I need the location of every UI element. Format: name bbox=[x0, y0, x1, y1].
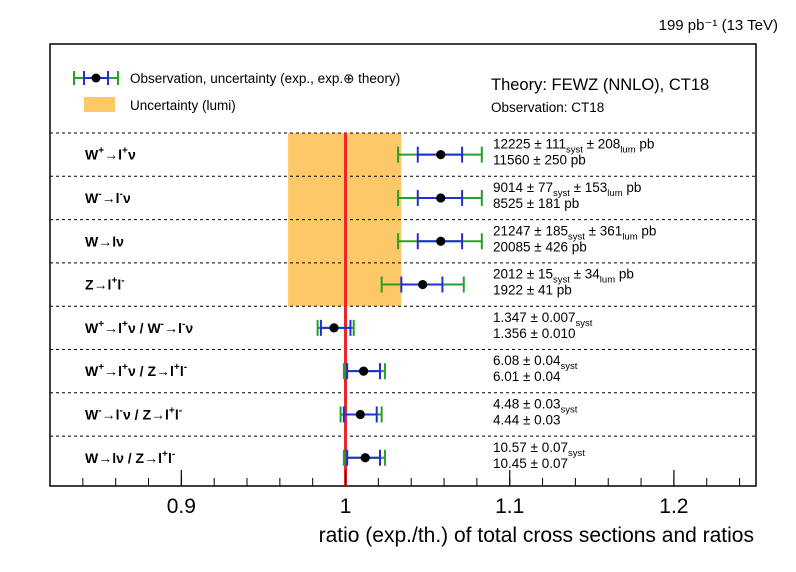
theory-value: 1.356 ± 0.010 bbox=[493, 326, 575, 341]
x-axis-title: ratio (exp./th.) of total cross sections… bbox=[319, 524, 754, 547]
x-tick-label: 1.2 bbox=[659, 495, 688, 518]
row-label: W+ →l+ ν / W- →l- ν bbox=[85, 319, 193, 336]
row-label: W- →l- ν / Z→l+ l- bbox=[85, 405, 182, 422]
legend-point-marker bbox=[91, 73, 101, 83]
measured-value: 21247 ± 185syst ± 361lum pb bbox=[493, 223, 656, 242]
row-label: W+ →l+ ν bbox=[85, 146, 136, 163]
x-axis: 0.9 1 1.1 1.2 bbox=[49, 470, 741, 518]
theory-value: 10.45 ± 0.07 bbox=[493, 456, 568, 471]
x-tick-label: 1 bbox=[340, 495, 352, 518]
data-point bbox=[358, 366, 369, 376]
measured-value: 10.57 ± 0.07syst bbox=[493, 440, 585, 459]
measurement-rows: W+ →l+ ν 12225 ± 111syst ± 208lum pb11560… bbox=[85, 137, 656, 471]
measurement-row: W+ →l+ ν / W- →l- ν 1.347 ± 0.007syst1.35… bbox=[85, 310, 593, 341]
row-separators bbox=[50, 132, 756, 437]
row-label: W→lν bbox=[85, 233, 124, 249]
measurement-row: W+ →l+ ν 12225 ± 111syst ± 208lum pb11560… bbox=[85, 137, 654, 168]
theory-value: 1922 ± 41 pb bbox=[493, 283, 572, 298]
row-label: W- →l- ν bbox=[85, 189, 131, 206]
theory-value: 6.01 ± 0.04 bbox=[493, 369, 561, 384]
x-tick-label: 0.9 bbox=[167, 495, 196, 518]
data-point bbox=[355, 409, 365, 420]
data-point bbox=[436, 150, 446, 160]
data-point bbox=[436, 236, 446, 246]
plot-frame bbox=[49, 43, 757, 487]
measured-value: 6.08 ± 0.04syst bbox=[493, 353, 578, 372]
legend-observation-label: Observation, uncertainty (exp., exp.⊕ th… bbox=[130, 71, 400, 86]
luminosity-energy-label: 199 pb⁻¹ (13 TeV) bbox=[659, 17, 778, 34]
legend: Observation, uncertainty (exp., exp.⊕ th… bbox=[73, 71, 709, 115]
measured-value: 1.347 ± 0.007syst bbox=[493, 310, 593, 329]
row-label: Z→l+ l- bbox=[85, 276, 125, 293]
measured-value: 12225 ± 111syst ± 208lum pb bbox=[493, 137, 654, 156]
data-point bbox=[436, 193, 446, 203]
data-point bbox=[418, 279, 428, 290]
x-tick-label: 1.1 bbox=[495, 495, 524, 518]
theory-value: 8525 ± 181 pb bbox=[493, 196, 579, 211]
data-point bbox=[329, 323, 339, 333]
measured-value: 9014 ± 77syst ± 153lum pb bbox=[493, 180, 641, 199]
legend-lumi-swatch bbox=[84, 97, 115, 112]
theory-value: 20085 ± 426 pb bbox=[493, 239, 587, 254]
measured-value: 4.48 ± 0.03syst bbox=[493, 396, 578, 415]
observation-label: Observation: CT18 bbox=[491, 100, 604, 115]
theory-value: 4.44 ± 0.03 bbox=[493, 412, 560, 427]
measured-value: 2012 ± 15syst ± 34lum pb bbox=[493, 267, 634, 286]
theory-value: 11560 ± 250 pb bbox=[493, 153, 586, 168]
row-label: W+ →l+ ν / Z→l+ l- bbox=[85, 362, 187, 379]
legend-lumi-label: Uncertainty (lumi) bbox=[130, 98, 236, 113]
theory-label: Theory: FEWZ (NNLO), CT18 bbox=[491, 76, 709, 94]
row-label: W→lν / Z→l+ l- bbox=[85, 449, 175, 466]
data-point bbox=[360, 453, 370, 463]
